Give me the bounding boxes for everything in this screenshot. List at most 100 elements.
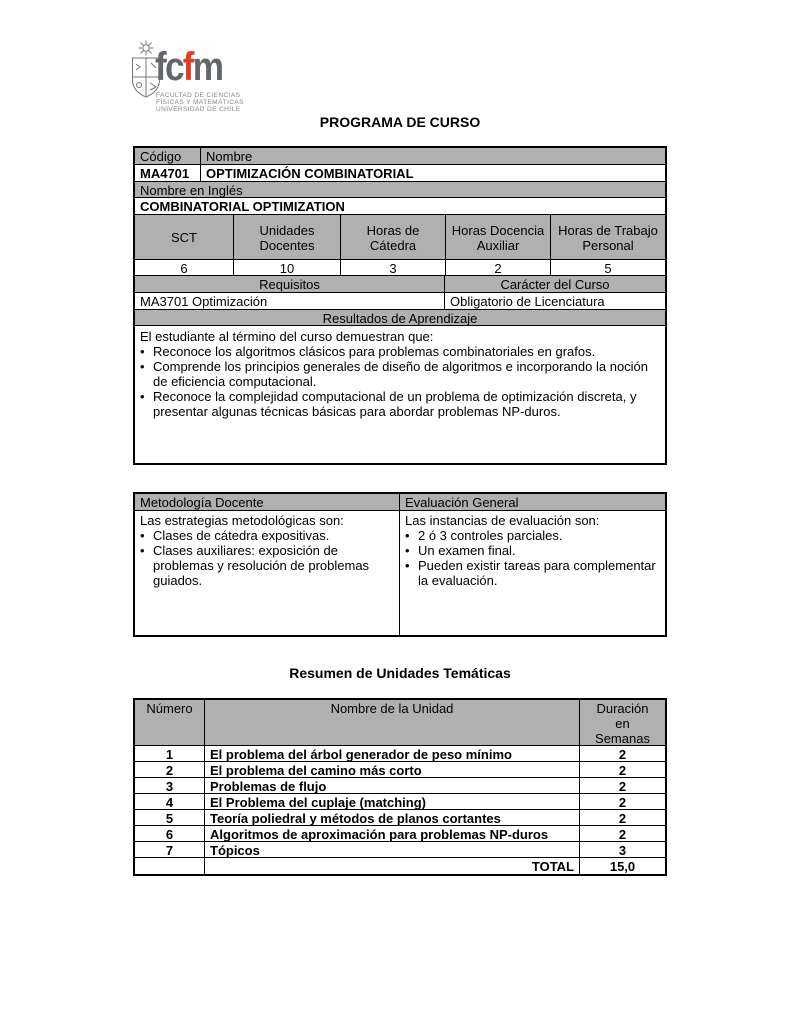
table-row: MA3701 Optimización Obligatorio de Licen… bbox=[135, 293, 665, 310]
unit-name-cell: El problema del camino más corto bbox=[205, 762, 580, 777]
total-row: TOTAL 15,0 bbox=[135, 858, 665, 874]
logo-caption-line: FACULTAD DE CIENCIAS bbox=[156, 92, 241, 99]
nombre-unidad-header-cell: Nombre de la Unidad bbox=[205, 700, 580, 745]
horas-docencia-auxiliar-value-cell: 2 bbox=[446, 260, 551, 275]
unit-number-cell: 2 bbox=[135, 762, 205, 777]
unit-weeks-cell: 2 bbox=[618, 747, 627, 761]
unidades-docentes-value-cell: 10 bbox=[234, 260, 341, 275]
unit-number-cell: 6 bbox=[135, 826, 205, 841]
unit-number-cell: 7 bbox=[135, 842, 205, 857]
evaluacion-body-cell: Las instancias de evaluación son: 2 ó 3 … bbox=[400, 511, 665, 635]
unit-number-cell: 1 bbox=[135, 746, 205, 761]
table-row: Nombre en Inglés bbox=[135, 182, 665, 198]
duracion-header-line: Duración bbox=[596, 701, 649, 716]
nombre-value-cell: OPTIMIZACIÓN COMBINATORIAL bbox=[206, 166, 414, 181]
unit-row: 6 Algoritmos de aproximación para proble… bbox=[135, 826, 665, 842]
table-row: SCT Unidades Docentes Horas de Cátedra H… bbox=[135, 215, 665, 260]
unit-weeks-cell: 3 bbox=[618, 843, 627, 857]
resultados-bullet-list: Reconoce los algoritmos clásicos para pr… bbox=[140, 344, 660, 419]
caracter-value-cell: Obligatorio de Licenciatura bbox=[450, 294, 605, 309]
requisitos-value-cell: MA3701 Optimización bbox=[135, 293, 445, 309]
resultados-bullet: Comprende los principios generales de di… bbox=[140, 359, 660, 389]
sct-header-cell: SCT bbox=[135, 215, 234, 259]
evaluacion-bullet-list: 2 ó 3 controles parciales. Un examen fin… bbox=[405, 528, 660, 588]
numero-header-cell: Número bbox=[135, 700, 205, 745]
evaluacion-header-cell: Evaluación General bbox=[400, 494, 665, 510]
fcfm-letter-red: f bbox=[182, 45, 195, 89]
units-table: Número Nombre de la Unidad Duración en S… bbox=[133, 698, 667, 876]
fcfm-wordmark: fcfm bbox=[155, 47, 224, 87]
unit-name-cell: El problema del árbol generador de peso … bbox=[205, 746, 580, 761]
unit-number-cell: 4 bbox=[135, 794, 205, 809]
unit-weeks-cell: 2 bbox=[618, 795, 627, 809]
resultados-intro: El estudiante al término del curso demue… bbox=[140, 329, 434, 344]
duracion-header-line: Semanas bbox=[595, 731, 650, 745]
metodologia-body-cell: Las estrategias metodológicas son: Clase… bbox=[135, 511, 400, 635]
unit-row: 4 El Problema del cuplaje (matching) 2 bbox=[135, 794, 665, 810]
units-summary-title: Resumen de Unidades Temáticas bbox=[289, 665, 511, 681]
caracter-header-cell: Carácter del Curso bbox=[445, 276, 665, 292]
duracion-header-cell: Duración en Semanas bbox=[580, 700, 665, 745]
table-row: 6 10 3 2 5 bbox=[135, 260, 665, 276]
logo-caption-line: FÍSICAS Y MATEMÁTICAS bbox=[156, 99, 244, 106]
unit-weeks-cell: 2 bbox=[618, 827, 627, 841]
evaluacion-bullet: Un examen final. bbox=[405, 543, 660, 558]
unit-weeks-cell: 2 bbox=[618, 811, 627, 825]
horas-docencia-auxiliar-header-cell: Horas Docencia Auxiliar bbox=[446, 215, 551, 259]
unit-row: 5 Teoría poliedral y métodos de planos c… bbox=[135, 810, 665, 826]
horas-trabajo-personal-value-cell: 5 bbox=[604, 261, 612, 275]
table-row: Las estrategias metodológicas son: Clase… bbox=[135, 511, 665, 635]
codigo-value-cell: MA4701 bbox=[135, 165, 201, 181]
resultados-bullet: Reconoce la complejidad computacional de… bbox=[140, 389, 660, 419]
unidades-docentes-header-cell: Unidades Docentes bbox=[234, 215, 341, 259]
table-row: COMBINATORIAL OPTIMIZATION bbox=[135, 198, 665, 215]
unit-name-cell: Problemas de flujo bbox=[205, 778, 580, 793]
metodologia-intro: Las estrategias metodológicas son: bbox=[140, 513, 344, 528]
unit-number-cell: 3 bbox=[135, 778, 205, 793]
table-row: Resultados de Aprendizaje bbox=[135, 310, 665, 326]
resultados-header-cell: Resultados de Aprendizaje bbox=[135, 310, 665, 325]
table-row: Número Nombre de la Unidad Duración en S… bbox=[135, 700, 665, 746]
resultados-bullet: Reconoce los algoritmos clásicos para pr… bbox=[140, 344, 660, 359]
table-row: El estudiante al término del curso demue… bbox=[135, 326, 665, 463]
total-value-cell: 15,0 bbox=[609, 859, 636, 874]
horas-catedra-header-cell: Horas de Cátedra bbox=[341, 215, 446, 259]
evaluacion-bullet: 2 ó 3 controles parciales. bbox=[405, 528, 660, 543]
codigo-header-cell: Código bbox=[135, 148, 201, 164]
metodologia-bullet-list: Clases de cátedra expositivas. Clases au… bbox=[140, 528, 394, 588]
unit-name-cell: Algoritmos de aproximación para problema… bbox=[205, 826, 580, 841]
nombre-ingles-header-cell: Nombre en Inglés bbox=[135, 182, 665, 197]
unit-number-cell: 5 bbox=[135, 810, 205, 825]
table-row: Requisitos Carácter del Curso bbox=[135, 276, 665, 293]
unit-row: 1 El problema del árbol generador de pes… bbox=[135, 746, 665, 762]
evaluacion-bullet: Pueden existir tareas para complementar … bbox=[405, 558, 660, 588]
unit-weeks-cell: 2 bbox=[618, 763, 627, 777]
requisitos-header-cell: Requisitos bbox=[135, 276, 445, 292]
logo-caption-line: UNIVERSIDAD DE CHILE bbox=[156, 106, 241, 113]
unit-name-cell: Tópicos bbox=[205, 842, 580, 857]
unit-weeks-cell: 2 bbox=[618, 779, 627, 793]
metodologia-bullet: Clases auxiliares: exposición de problem… bbox=[140, 543, 394, 588]
table-row: Código Nombre bbox=[135, 148, 665, 165]
course-info-table: Código Nombre MA4701 OPTIMIZACIÓN COMBIN… bbox=[133, 146, 667, 465]
unit-row: 2 El problema del camino más corto 2 bbox=[135, 762, 665, 778]
evaluacion-intro: Las instancias de evaluación son: bbox=[405, 513, 600, 528]
metodologia-bullet: Clases de cátedra expositivas. bbox=[140, 528, 394, 543]
horas-catedra-value-cell: 3 bbox=[341, 260, 446, 275]
fcfm-letter: m bbox=[192, 45, 224, 89]
table-row: MA4701 OPTIMIZACIÓN COMBINATORIAL bbox=[135, 165, 665, 182]
nombre-header-cell: Nombre bbox=[201, 148, 665, 164]
university-shield-icon bbox=[132, 40, 160, 98]
metodologia-evaluacion-table: Metodología Docente Evaluación General L… bbox=[133, 492, 667, 637]
duracion-header-line: en bbox=[615, 716, 630, 731]
table-row: Metodología Docente Evaluación General bbox=[135, 494, 665, 511]
horas-trabajo-personal-header-cell: Horas de Trabajo Personal bbox=[551, 215, 665, 259]
total-empty-cell bbox=[135, 858, 205, 874]
fcfm-letter: c bbox=[164, 45, 185, 89]
unit-name-cell: Teoría poliedral y métodos de planos cor… bbox=[205, 810, 580, 825]
metodologia-header-cell: Metodología Docente bbox=[135, 494, 400, 510]
unit-name-cell: El Problema del cuplaje (matching) bbox=[205, 794, 580, 809]
fcfm-letter: f bbox=[155, 45, 167, 89]
nombre-ingles-value-cell: COMBINATORIAL OPTIMIZATION bbox=[140, 199, 345, 214]
